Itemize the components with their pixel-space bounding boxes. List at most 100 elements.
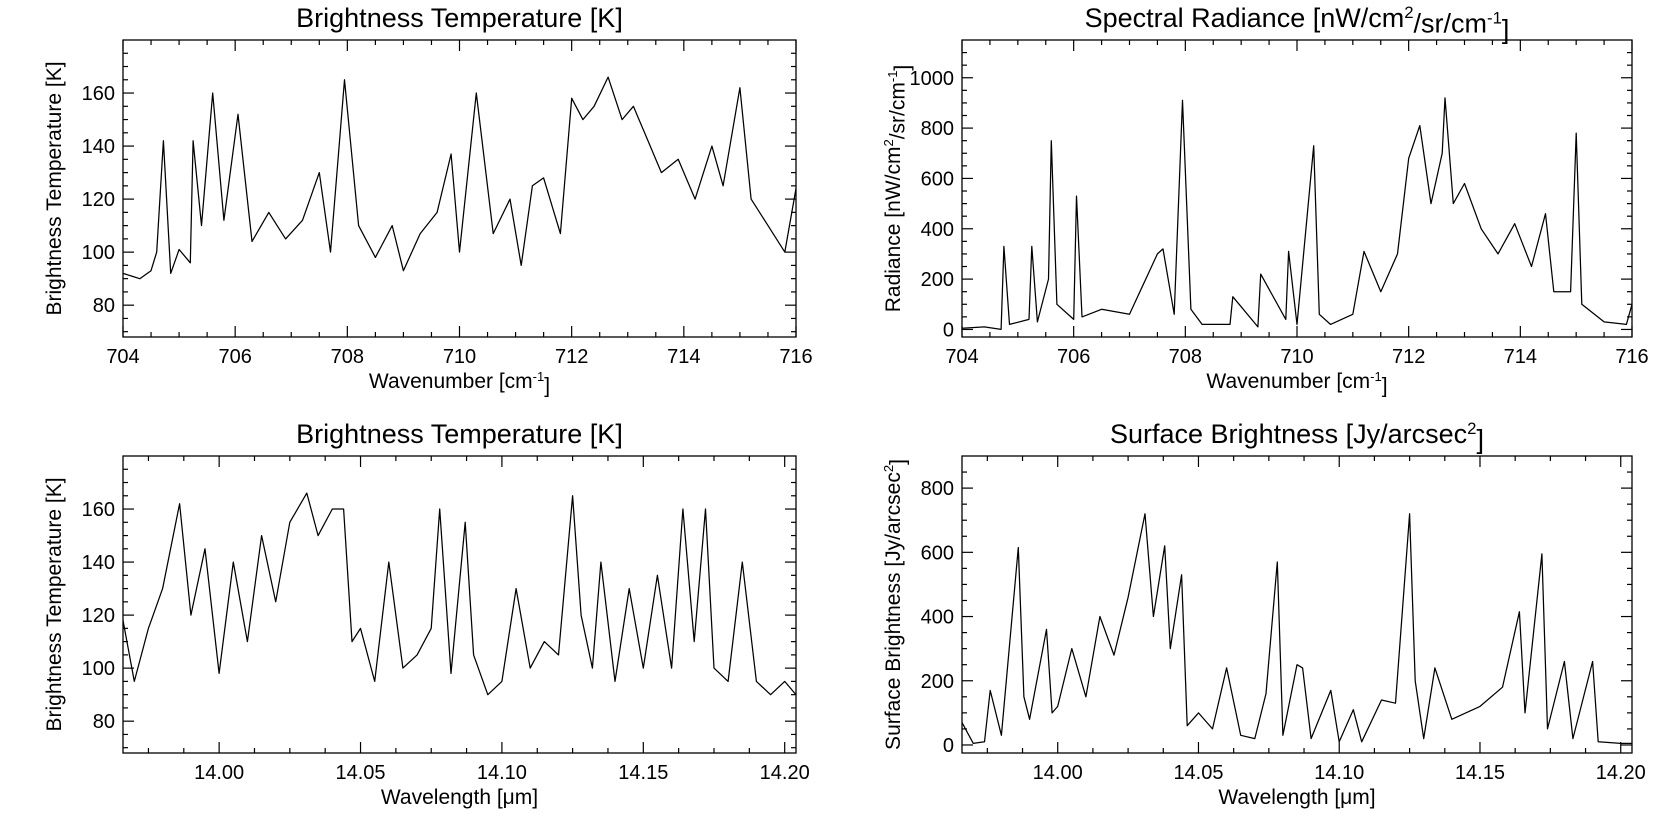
x-axis-label-part: m] (515, 786, 538, 809)
x-tick-label: 14.20 (1596, 762, 1646, 784)
x-axis-label-part: Wavenumber [cm (1206, 370, 1370, 393)
x-tick-label: 14.15 (1455, 762, 1505, 784)
chart-title-superscript: -1 (1487, 8, 1502, 27)
x-axis-label-part: ] (544, 374, 550, 397)
y-tick-label: 160 (82, 83, 115, 105)
x-tick-label: 708 (1169, 346, 1202, 368)
y-tick-label: 100 (82, 242, 115, 264)
y-tick-label: 800 (921, 478, 954, 500)
chart-panel-3: Brightness Temperature [K] Wavelength [μm… (43, 419, 810, 809)
y-tick-label: 200 (921, 671, 954, 693)
y-axis-label-part: Brightness Temperature [K] (43, 61, 66, 315)
y-tick-label: 400 (921, 607, 954, 629)
y-axis-label-part: ] (886, 459, 909, 465)
spectrum-line (123, 76, 796, 280)
x-axis-label: Wavenumber [cm-1] (369, 369, 550, 398)
y-tick-label: 80 (93, 711, 115, 733)
chart-title-part: Brightness Temperature [K] (296, 419, 623, 449)
y-axis-label-part: Surface Brightness [Jy/arcsec (882, 472, 905, 750)
spectrum-line (123, 492, 796, 696)
chart-title-part: /sr/cm (1414, 9, 1488, 39)
y-axis-label: Brightness Temperature [K] (43, 61, 66, 315)
chart-panel-2: Spectral Radiance [nW/cm2/sr/cm-1]Wavenu… (881, 3, 1649, 398)
x-axis-label: Wavelength [μm] (381, 786, 538, 809)
y-tick-label: 800 (921, 118, 954, 140)
chart-title-part: Spectral Radiance [nW/cm (1085, 3, 1405, 33)
y-tick-label: 100 (82, 658, 115, 680)
x-tick-label: 14.10 (477, 762, 527, 784)
x-axis-label-greek: μ (503, 786, 515, 809)
chart-title-part: ] (1476, 425, 1484, 455)
x-tick-label: 14.05 (335, 762, 385, 784)
y-tick-label: 600 (921, 168, 954, 190)
y-tick-label: 120 (82, 605, 115, 627)
y-tick-label: 1000 (910, 68, 955, 90)
y-axis-label: Brightness Temperature [K] (43, 477, 66, 731)
y-axis-label: Radiance [nW/cm2/sr/cm-1] (881, 65, 914, 313)
chart-title-superscript: 2 (1467, 419, 1476, 438)
x-axis-label: Wavenumber [cm-1] (1206, 369, 1387, 398)
y-axis-label-part: Radiance [nW/cm (882, 147, 905, 313)
x-tick-label: 712 (1392, 346, 1425, 368)
x-tick-label: 714 (667, 346, 700, 368)
x-tick-label: 14.10 (1314, 762, 1364, 784)
x-axis-label-superscript: -1 (533, 369, 545, 384)
chart-title: Spectral Radiance [nW/cm2/sr/cm-1] (1085, 3, 1510, 44)
chart-title-part: Brightness Temperature [K] (296, 3, 623, 33)
x-tick-label: 706 (218, 346, 251, 368)
spectrum-line (962, 513, 1632, 745)
chart-title: Surface Brightness [Jy/arcsec2] (1110, 419, 1484, 455)
y-tick-label: 160 (82, 499, 115, 521)
x-tick-label: 14.20 (760, 762, 810, 784)
y-axis-label-part: /sr/cm (886, 82, 909, 139)
y-tick-label: 140 (82, 552, 115, 574)
x-tick-label: 14.00 (194, 762, 244, 784)
x-tick-label: 716 (1615, 346, 1648, 368)
x-tick-label: 706 (1057, 346, 1090, 368)
chart-panel-1: Brightness Temperature [K] Wavenumber [cm… (43, 3, 813, 397)
x-axis-label: Wavelength [μm] (1218, 786, 1375, 809)
x-tick-label: 704 (106, 346, 139, 368)
y-tick-label: 200 (921, 269, 954, 291)
y-axis-label: Surface Brightness [Jy/arcsec2] (881, 459, 910, 750)
x-tick-label: 708 (331, 346, 364, 368)
y-axis-label-superscript: 2 (881, 139, 896, 146)
x-tick-label: 710 (1280, 346, 1313, 368)
chart-panel-4: Surface Brightness [Jy/arcsec2]Wavelengt… (881, 419, 1646, 809)
spectrum-line (962, 97, 1632, 331)
x-axis-label-part: m] (1352, 786, 1375, 809)
plot-frame (122, 39, 797, 338)
x-tick-label: 712 (555, 346, 588, 368)
y-tick-label: 0 (943, 735, 954, 757)
x-axis-label-part: Wavenumber [cm (369, 370, 533, 393)
plot-frame (122, 455, 797, 754)
chart-title: Brightness Temperature [K] (296, 419, 623, 449)
chart-title-part: ] (1502, 14, 1510, 44)
chart-title-part: Surface Brightness [Jy/arcsec (1110, 419, 1467, 449)
y-axis-label-part: Brightness Temperature [K] (43, 477, 66, 731)
x-axis-label-part: ] (1382, 374, 1388, 397)
chart-title: Brightness Temperature [K] (296, 3, 623, 33)
x-tick-label: 714 (1504, 346, 1537, 368)
y-axis-label-part: ] (891, 65, 914, 71)
x-axis-label-part: Wavelength [ (1218, 786, 1340, 809)
y-tick-label: 400 (921, 219, 954, 241)
y-tick-label: 600 (921, 542, 954, 564)
x-tick-label: 14.05 (1173, 762, 1223, 784)
x-tick-label: 716 (779, 346, 812, 368)
plot-frame (961, 39, 1633, 338)
y-axis-label-superscript: -1 (885, 71, 900, 83)
y-tick-label: 120 (82, 189, 115, 211)
x-tick-label: 704 (945, 346, 978, 368)
y-tick-label: 140 (82, 136, 115, 158)
x-tick-label: 14.00 (1033, 762, 1083, 784)
x-tick-label: 14.15 (618, 762, 668, 784)
x-axis-label-part: Wavelength [ (381, 786, 503, 809)
x-tick-label: 710 (443, 346, 476, 368)
chart-title-superscript: 2 (1404, 3, 1413, 22)
plot-frame (961, 455, 1633, 754)
x-axis-label-superscript: -1 (1370, 369, 1382, 384)
y-tick-label: 80 (93, 295, 115, 317)
y-tick-label: 0 (943, 319, 954, 341)
